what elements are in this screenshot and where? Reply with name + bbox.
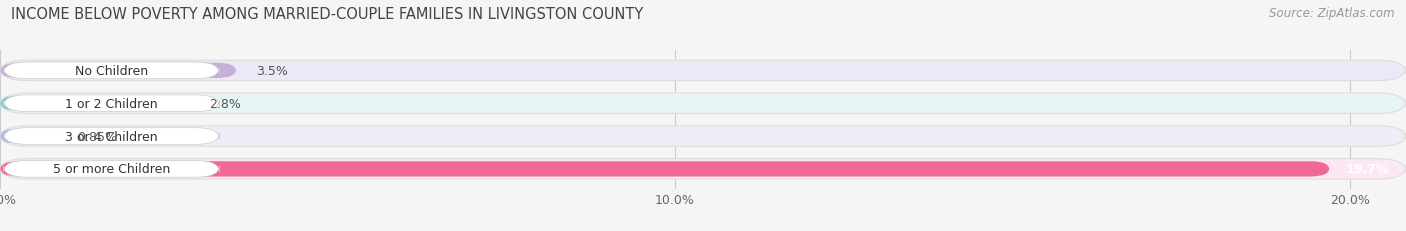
FancyBboxPatch shape — [3, 95, 219, 112]
Text: 19.7%: 19.7% — [1346, 163, 1389, 176]
Text: No Children: No Children — [75, 65, 148, 78]
Text: 3.5%: 3.5% — [256, 65, 288, 78]
FancyBboxPatch shape — [0, 161, 1330, 177]
FancyBboxPatch shape — [0, 94, 1406, 114]
FancyBboxPatch shape — [0, 61, 1406, 81]
FancyBboxPatch shape — [3, 63, 219, 79]
FancyBboxPatch shape — [3, 128, 219, 145]
Text: Source: ZipAtlas.com: Source: ZipAtlas.com — [1270, 7, 1395, 20]
FancyBboxPatch shape — [0, 129, 58, 144]
Text: 0.85%: 0.85% — [77, 130, 118, 143]
Text: INCOME BELOW POVERTY AMONG MARRIED-COUPLE FAMILIES IN LIVINGSTON COUNTY: INCOME BELOW POVERTY AMONG MARRIED-COUPL… — [11, 7, 644, 22]
FancyBboxPatch shape — [0, 64, 236, 79]
Text: 2.8%: 2.8% — [209, 97, 240, 110]
FancyBboxPatch shape — [0, 96, 188, 111]
Text: 3 or 4 Children: 3 or 4 Children — [65, 130, 157, 143]
FancyBboxPatch shape — [3, 161, 219, 177]
Text: 1 or 2 Children: 1 or 2 Children — [65, 97, 157, 110]
Text: 5 or more Children: 5 or more Children — [53, 163, 170, 176]
FancyBboxPatch shape — [0, 159, 1406, 179]
FancyBboxPatch shape — [0, 126, 1406, 147]
